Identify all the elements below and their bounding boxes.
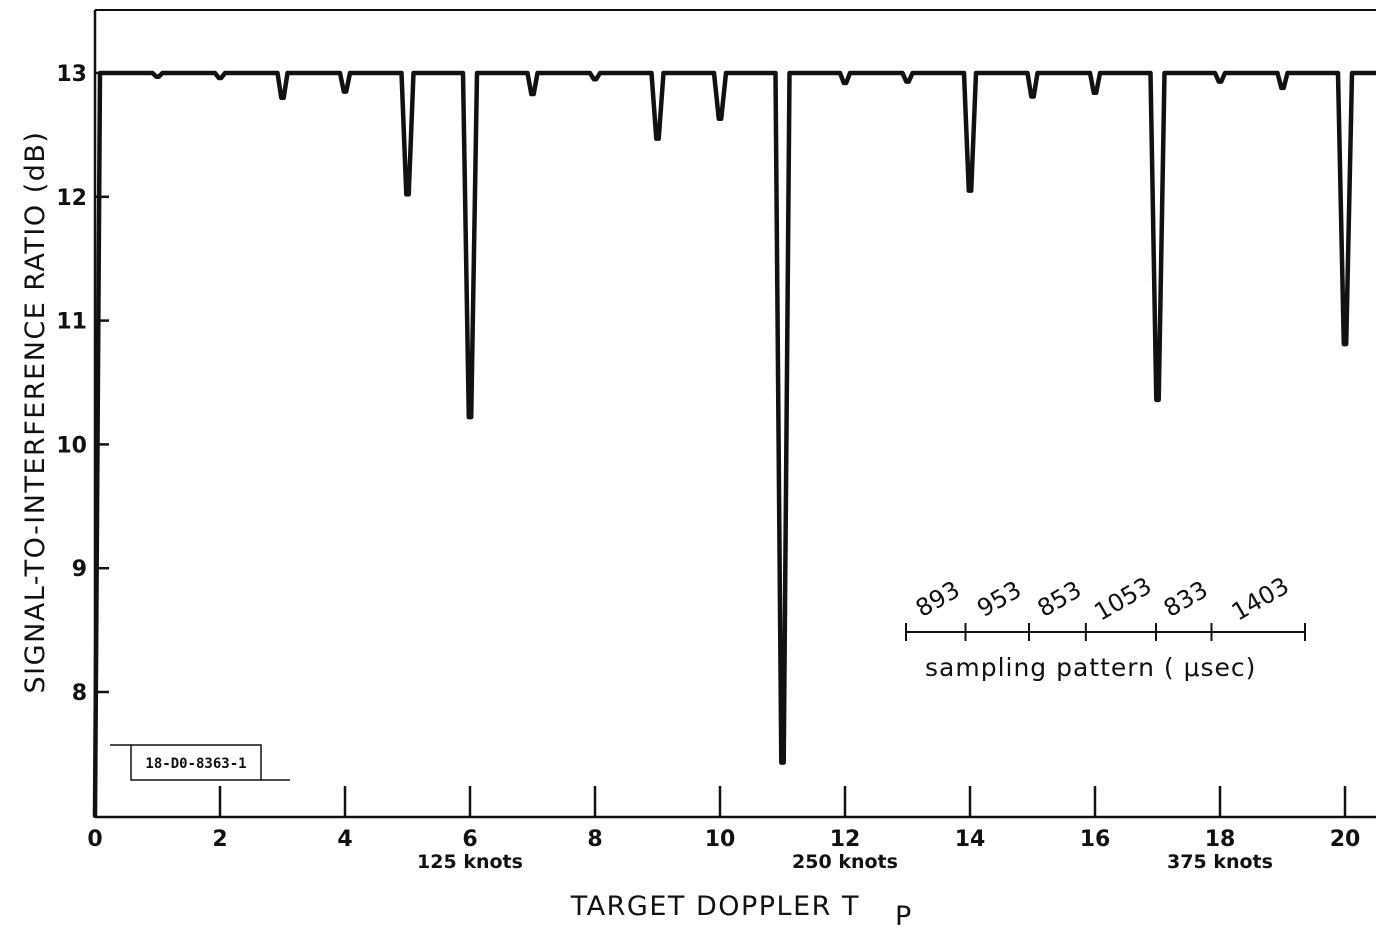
x-tick-label: 8 bbox=[587, 827, 602, 852]
x-tick-label: 0 bbox=[87, 827, 102, 852]
x-tick-label: 12 bbox=[830, 827, 861, 852]
document-id-text: 18-D0-8363-1 bbox=[145, 756, 246, 772]
knot-label: 125 knots bbox=[417, 851, 523, 873]
x-tick-label: 14 bbox=[955, 827, 986, 852]
x-tick-label: 4 bbox=[337, 827, 352, 852]
x-tick-label: 6 bbox=[462, 827, 477, 852]
y-tick-label: 10 bbox=[56, 433, 87, 458]
sampling-pattern-ticks bbox=[905, 623, 1306, 641]
y-tick-label: 8 bbox=[72, 681, 87, 706]
sampling-pattern-value: 1053 bbox=[1089, 572, 1156, 627]
sampling-pattern-caption: sampling pattern ( μsec) bbox=[925, 653, 1256, 682]
x-tick-label: 16 bbox=[1080, 827, 1111, 852]
x-tick-label: 18 bbox=[1205, 827, 1236, 852]
knot-labels: 125 knots 250 knots 375 knots bbox=[417, 851, 1273, 873]
y-tick-label: 12 bbox=[56, 186, 87, 211]
knot-label: 250 knots bbox=[792, 851, 898, 873]
x-tick-label: 10 bbox=[705, 827, 736, 852]
sampling-pattern-value: 1403 bbox=[1227, 572, 1294, 627]
sampling-pattern-values: 893 953 853 1053 833 1403 bbox=[911, 572, 1294, 627]
sampling-pattern-value: 833 bbox=[1159, 575, 1213, 622]
sampling-pattern-value: 853 bbox=[1033, 575, 1087, 622]
sampling-pattern-value: 893 bbox=[911, 575, 965, 622]
x-axis-ticks: 0 2 4 6 8 10 12 14 16 18 20 bbox=[87, 786, 1360, 852]
x-axis-title-subscript: P bbox=[895, 901, 913, 931]
x-tick-label: 20 bbox=[1330, 827, 1361, 852]
series-line bbox=[92, 70, 1376, 819]
x-axis-title: TARGET DOPPLER T bbox=[570, 891, 860, 922]
sampling-pattern-annotation: 893 953 853 1053 833 1403 sampling pattern ( … bbox=[905, 572, 1306, 682]
sampling-pattern-value: 953 bbox=[972, 575, 1026, 622]
knot-label: 375 knots bbox=[1167, 851, 1273, 873]
y-tick-label: 11 bbox=[56, 310, 87, 335]
x-tick-label: 2 bbox=[212, 827, 227, 852]
y-tick-label: 9 bbox=[72, 557, 87, 582]
y-axis-title: SIGNAL-TO-INTERFERENCE RATIO (dB) bbox=[20, 131, 51, 694]
y-tick-label: 13 bbox=[56, 62, 87, 87]
document-id-label: 18-D0-8363-1 bbox=[110, 744, 290, 781]
